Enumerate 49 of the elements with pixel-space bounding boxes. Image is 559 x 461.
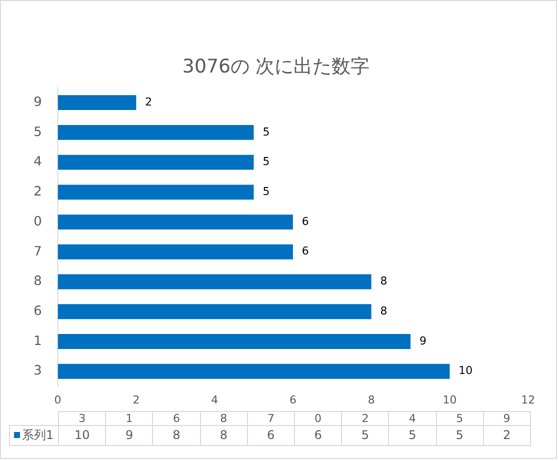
y-tick-label: 7: [34, 244, 42, 260]
data-label: 5: [262, 125, 270, 138]
x-tick-label: 0: [54, 394, 62, 407]
category-label: 3: [78, 412, 86, 425]
category-label: 5: [361, 428, 370, 442]
category-label: 8: [220, 412, 228, 425]
y-tick-label: 2: [34, 184, 42, 200]
category-label: 4: [408, 412, 416, 425]
y-tick-label: 8: [34, 274, 42, 290]
category-label: 9: [125, 428, 134, 442]
text: 10: [74, 428, 90, 442]
category-label: 6: [172, 412, 180, 425]
data-label: 6: [302, 244, 309, 258]
category-label: 8: [172, 428, 180, 442]
x-tick-label: 12: [521, 394, 536, 407]
category-label: 1: [126, 412, 133, 425]
category-label: 8: [220, 428, 228, 442]
data-label: 8: [380, 304, 388, 318]
category-label: 6: [267, 428, 275, 442]
y-tick-label: 5: [34, 124, 42, 140]
category-label: 5: [456, 428, 464, 442]
y-tick-label: 6: [34, 304, 42, 319]
x-tick-label: 4: [211, 394, 218, 407]
legend-label: 系列1: [10, 426, 58, 446]
y-tick-label: 9: [34, 94, 42, 110]
data-label: 10: [458, 364, 473, 378]
data-label: 6: [302, 214, 309, 228]
x-tick-label: 2: [132, 394, 140, 407]
y-tick-label: 1: [34, 334, 42, 349]
x-tick-label: 6: [289, 394, 296, 407]
data-label: 5: [262, 155, 270, 168]
category-label: 2: [362, 412, 369, 425]
category-label: 0: [314, 412, 322, 425]
category-label: 6: [314, 428, 322, 442]
category-label: 5: [456, 412, 464, 425]
y-tick-label: 3: [34, 364, 42, 379]
category-label: 2: [502, 428, 511, 442]
chart-title: 3076の 次に出た数字: [182, 56, 370, 78]
y-tick-label: 0: [34, 214, 42, 230]
data-label: 2: [145, 95, 152, 108]
data-label: 8: [380, 274, 388, 288]
x-tick-label: 10: [442, 394, 457, 407]
category-label: 5: [408, 428, 416, 442]
y-tick-label: 4: [34, 154, 42, 170]
category-label: 9: [503, 412, 510, 425]
data-label: 9: [419, 334, 426, 348]
category-label: 7: [267, 412, 274, 425]
x-tick-label: 8: [368, 394, 375, 407]
data-label: 5: [262, 185, 270, 198]
